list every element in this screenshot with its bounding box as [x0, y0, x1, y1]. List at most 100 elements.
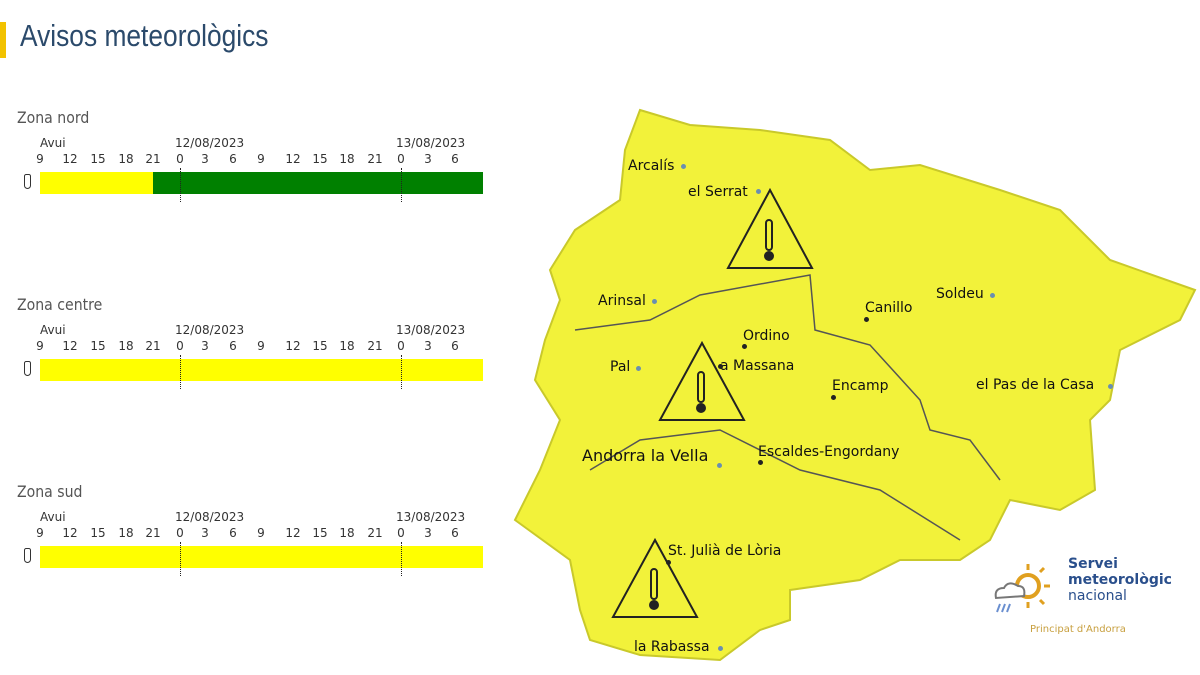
place-marker [1108, 384, 1113, 389]
day-divider [180, 542, 181, 576]
today-label: Avui [40, 136, 66, 150]
logo-line1: Servei [1068, 556, 1118, 572]
warning-icon-nord [726, 187, 814, 269]
hour-tick: 9 [36, 526, 44, 540]
today-label: Avui [40, 323, 66, 337]
hour-tick: 15 [90, 152, 106, 166]
place-marker [864, 317, 869, 322]
hour-tick: 6 [229, 152, 237, 166]
hour-tick: 21 [145, 152, 161, 166]
zone-boundary-south [589, 429, 961, 541]
hour-tick: 15 [312, 152, 328, 166]
place-marker [681, 164, 686, 169]
hour-tick: 18 [339, 152, 355, 166]
place-marker [636, 366, 641, 371]
warning-icon-sud [611, 537, 699, 618]
hour-tick: 3 [201, 526, 209, 540]
hour-tick: 18 [339, 339, 355, 353]
zone-boundary-north [574, 274, 1001, 481]
date-label: 13/08/2023 [396, 323, 466, 337]
hour-tick: 21 [145, 339, 161, 353]
place-marker [666, 560, 671, 565]
day-divider [401, 542, 402, 576]
hour-tick: 21 [367, 152, 383, 166]
zone-name: Zona sud [17, 482, 83, 501]
warning-bar [40, 546, 483, 568]
hour-tick: 15 [312, 339, 328, 353]
hour-tick: 3 [424, 152, 432, 166]
place-label: Canillo [865, 300, 913, 316]
place-label: Soldeu [936, 286, 984, 302]
place-label: la Rabassa [634, 639, 710, 655]
zone-name: Zona centre [17, 295, 103, 314]
hour-tick: 12 [285, 526, 301, 540]
hour-tick: 6 [451, 526, 459, 540]
hour-tick: 15 [90, 339, 106, 353]
place-marker [717, 463, 722, 468]
logo-line2: meteorològic [1068, 572, 1172, 588]
place-marker [718, 364, 723, 369]
warning-segment[interactable] [153, 172, 483, 194]
hour-tick: 6 [451, 339, 459, 353]
hour-tick: 3 [201, 339, 209, 353]
thermometer-icon [24, 361, 31, 376]
logo-line3: nacional [1068, 588, 1127, 604]
place-marker [758, 460, 763, 465]
hour-tick: 18 [118, 526, 134, 540]
hour-tick: 3 [424, 526, 432, 540]
date-label: 13/08/2023 [396, 136, 466, 150]
hour-tick: 3 [424, 339, 432, 353]
hour-tick: 0 [176, 526, 184, 540]
place-label: Encamp [832, 378, 889, 394]
hour-tick: 15 [90, 526, 106, 540]
hour-tick: 0 [397, 526, 405, 540]
date-label: 12/08/2023 [175, 136, 245, 150]
hour-tick: 0 [176, 152, 184, 166]
hour-tick: 9 [257, 339, 265, 353]
hour-tick: 9 [36, 152, 44, 166]
zone-name: Zona nord [17, 108, 90, 127]
page-title: Avisos meteorològics [20, 18, 269, 53]
place-label: Arcalís [628, 158, 675, 174]
logo-line4: Principat d'Andorra [1030, 624, 1126, 635]
place-label: el Serrat [688, 184, 748, 200]
hour-tick: 18 [339, 526, 355, 540]
thermometer-icon [24, 548, 31, 563]
zone-0: Zona nord Avui 12/08/2023 13/08/2023 9 12 1… [0, 108, 495, 248]
hour-tick: 12 [285, 339, 301, 353]
smn-logo: Servei meteorològic nacional Principat d… [985, 548, 1180, 648]
place-label: Andorra la Vella [582, 446, 709, 465]
hour-tick: 21 [145, 526, 161, 540]
date-label: 13/08/2023 [396, 510, 466, 524]
place-label: Ordino [743, 328, 790, 344]
hour-tick: 0 [397, 339, 405, 353]
warning-segment[interactable] [40, 546, 483, 568]
warning-segment[interactable] [40, 359, 483, 381]
zone-2: Zona sud Avui 12/08/2023 13/08/2023 9 12 15… [0, 482, 495, 622]
today-label: Avui [40, 510, 66, 524]
hour-tick: 6 [229, 526, 237, 540]
thermometer-icon [24, 174, 31, 189]
warning-segment[interactable] [40, 172, 153, 194]
place-label: Escaldes-Engordany [758, 444, 900, 460]
hour-tick: 12 [62, 152, 78, 166]
hour-tick: 0 [397, 152, 405, 166]
hour-tick: 12 [62, 526, 78, 540]
place-marker [718, 646, 723, 651]
place-label: St. Julià de Lòria [668, 543, 782, 559]
hour-tick: 9 [36, 339, 44, 353]
date-label: 12/08/2023 [175, 510, 245, 524]
hour-tick: 3 [201, 152, 209, 166]
warning-icon-centre [658, 340, 746, 421]
warning-bar [40, 172, 483, 194]
hour-tick: 9 [257, 152, 265, 166]
day-divider [180, 355, 181, 389]
hour-tick: 18 [118, 152, 134, 166]
hour-tick: 21 [367, 526, 383, 540]
zone-1: Zona centre Avui 12/08/2023 13/08/2023 9 1… [0, 295, 495, 435]
day-divider [180, 168, 181, 202]
hour-tick: 18 [118, 339, 134, 353]
day-divider [401, 355, 402, 389]
sun-cloud-rain-icon [994, 564, 1050, 613]
place-marker [652, 299, 657, 304]
